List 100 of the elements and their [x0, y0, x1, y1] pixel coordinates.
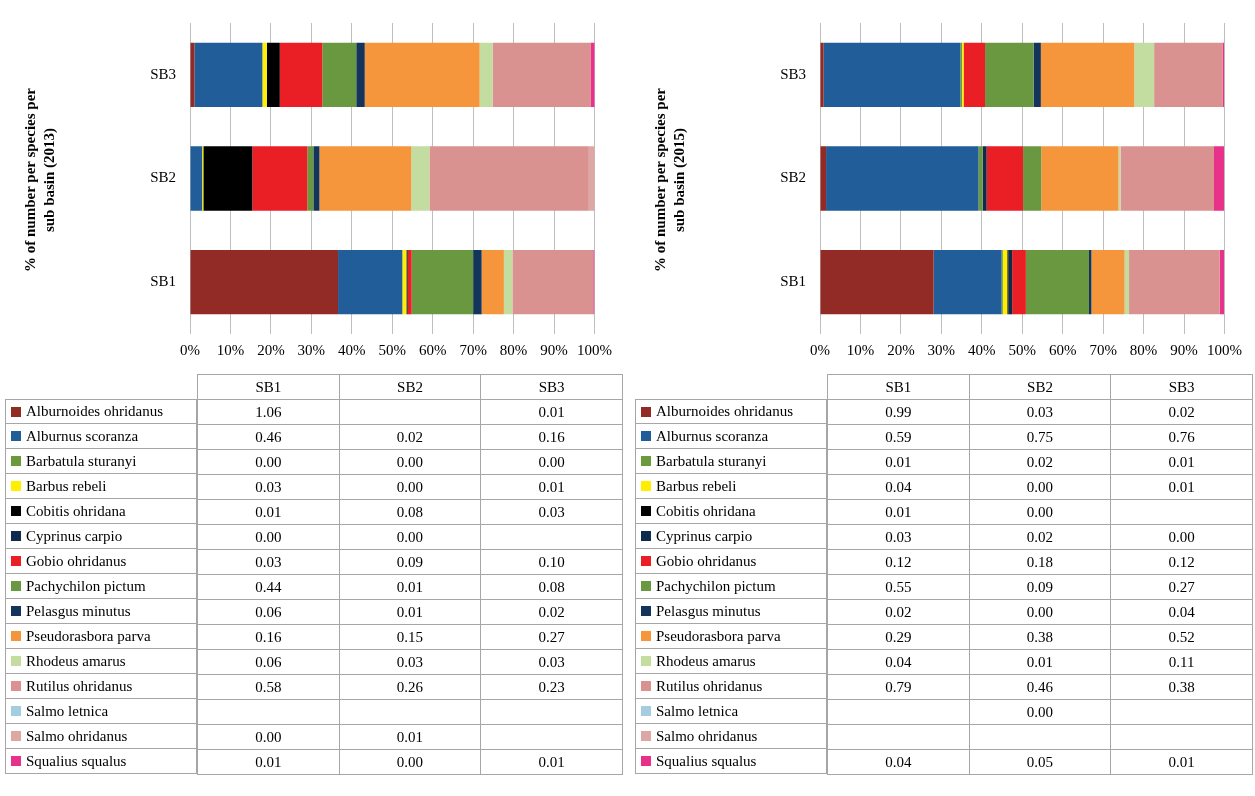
data-label: 0.26 — [339, 674, 481, 700]
data-label: 0.01 — [480, 749, 623, 775]
x-tick-label: 10% — [846, 341, 875, 358]
data-label: 0.59 — [827, 424, 970, 450]
legend-label: Cyprinus carpio — [656, 527, 753, 545]
category-label: SB2 — [339, 374, 481, 400]
data-label: 1.06 — [197, 399, 340, 425]
data-label: 0.01 — [827, 499, 970, 525]
data-label: 0.04 — [827, 474, 970, 500]
data-label: 0.01 — [197, 749, 340, 775]
data-label: 0.03 — [969, 399, 1111, 425]
data-label: 0.00 — [480, 449, 623, 475]
legend-label: Pachychilon pictum — [656, 577, 776, 595]
data-label: 0.02 — [969, 449, 1111, 475]
data-label: 0.01 — [480, 399, 623, 425]
data-label: 0.01 — [969, 649, 1111, 675]
x-tick-label: 20% — [257, 341, 285, 358]
legend-label: Gobio ohridanus — [656, 552, 757, 570]
data-label: 0.79 — [827, 674, 970, 700]
x-tick-label: 100% — [577, 341, 612, 358]
x-tick-label: 60% — [1048, 341, 1077, 358]
x-tick-label: 20% — [887, 341, 915, 358]
y-axis-title: % of number per species per sub basin (2015) — [651, 87, 688, 274]
data-label: 0.10 — [480, 549, 623, 575]
data-label: 0.00 — [969, 474, 1111, 500]
x-tick-label: 80% — [1129, 341, 1158, 358]
data-label: 0.01 — [1110, 749, 1253, 775]
x-tick-label: 0% — [810, 341, 830, 358]
data-label: 0.23 — [480, 674, 623, 700]
data-label: 0.52 — [1110, 624, 1253, 650]
x-tick-label: 70% — [459, 341, 487, 358]
legend-label: Pseudorasbora parva — [656, 627, 781, 645]
legend-label: Rutilus ohridanus — [26, 677, 133, 695]
legend-label: Alburnus scoranza — [26, 427, 139, 445]
category-label: SB2 — [969, 374, 1111, 400]
data-label: 0.03 — [480, 499, 623, 525]
data-label: 0.04 — [827, 749, 970, 775]
x-tick-label: 60% — [418, 341, 447, 358]
legend-label: Salmo letnica — [26, 702, 109, 720]
data-label: 0.03 — [827, 524, 970, 550]
legend-label: Alburnus scoranza — [656, 427, 769, 445]
data-label: 0.00 — [197, 724, 340, 750]
data-label: 0.38 — [1110, 674, 1253, 700]
data-label: 0.00 — [339, 474, 481, 500]
data-label: 0.00 — [197, 524, 340, 550]
y-tick-label: SB3 — [150, 65, 176, 82]
data-label: 0.08 — [339, 499, 481, 525]
data-label: 0.01 — [339, 574, 481, 600]
x-tick-label: 80% — [499, 341, 528, 358]
legend-label: Cobitis ohridana — [656, 502, 756, 520]
x-tick-label: 50% — [1008, 341, 1036, 358]
y-tick-label: SB1 — [780, 273, 806, 290]
data-label: 0.01 — [339, 599, 481, 625]
data-label: 0.15 — [339, 624, 481, 650]
x-tick-label: 30% — [927, 341, 956, 358]
data-label: 0.01 — [1110, 449, 1253, 475]
x-tick-label: 90% — [540, 341, 568, 358]
legend-label: Pelasgus minutus — [26, 602, 131, 620]
data-label: 0.02 — [480, 599, 623, 625]
data-label: 0.00 — [969, 499, 1111, 525]
x-tick-label: 100% — [1207, 341, 1242, 358]
data-label: 0.27 — [1110, 574, 1253, 600]
data-label: 0.02 — [969, 524, 1111, 550]
legend-label: Squalius squalus — [656, 752, 757, 770]
data-label: 0.29 — [827, 624, 970, 650]
x-tick-label: 90% — [1170, 341, 1198, 358]
y-tick-label: SB3 — [780, 65, 806, 82]
legend-label: Pelasgus minutus — [656, 602, 761, 620]
data-label: 0.18 — [969, 549, 1111, 575]
data-label: 0.09 — [339, 549, 481, 575]
x-tick-label: 30% — [297, 341, 326, 358]
legend-label: Alburnoides ohridanus — [656, 403, 794, 420]
data-label: 0.01 — [197, 499, 340, 525]
data-label: 0.00 — [339, 524, 481, 550]
data-label: 0.55 — [827, 574, 970, 600]
data-label: 0.44 — [197, 574, 340, 600]
data-label: 0.12 — [1110, 549, 1253, 575]
legend-label: Squalius squalus — [26, 752, 127, 770]
legend-label: Barbatula sturanyi — [26, 452, 137, 470]
data-label: 0.00 — [969, 599, 1111, 625]
data-label: 0.02 — [1110, 399, 1253, 425]
x-tick-label: 0% — [180, 341, 200, 358]
data-label: 0.38 — [969, 624, 1111, 650]
data-label: 0.03 — [197, 474, 340, 500]
x-tick-label: 70% — [1089, 341, 1117, 358]
y-tick-label: SB1 — [150, 273, 176, 290]
legend-label: Salmo letnica — [656, 702, 739, 720]
y-tick-label: SB2 — [150, 169, 176, 186]
data-label: 0.03 — [480, 649, 623, 675]
legend-label: Cyprinus carpio — [26, 527, 123, 545]
data-label: 0.04 — [1110, 599, 1253, 625]
legend-label: Barbus rebeli — [656, 477, 737, 495]
category-label: SB1 — [827, 374, 970, 400]
data-label: 0.00 — [339, 449, 481, 475]
data-label: 0.76 — [1110, 424, 1253, 450]
data-label: 0.11 — [1110, 649, 1253, 675]
category-label: SB3 — [480, 374, 623, 400]
data-label: 0.00 — [197, 449, 340, 475]
data-label: 0.03 — [197, 549, 340, 575]
data-label: 0.75 — [969, 424, 1111, 450]
